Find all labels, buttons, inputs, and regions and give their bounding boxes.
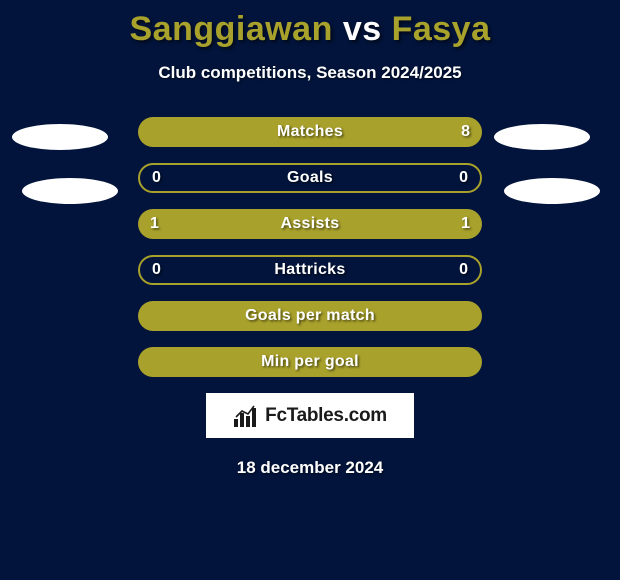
stat-value-right: 0: [459, 257, 468, 283]
date-label: 18 december 2024: [0, 458, 620, 478]
decorative-oval: [12, 124, 108, 150]
stat-label: Assists: [138, 209, 482, 239]
stat-row: Goals per match: [138, 301, 482, 331]
stat-value-left: 1: [150, 209, 159, 239]
stat-value-right: 1: [461, 209, 470, 239]
stat-label: Goals per match: [138, 301, 482, 331]
stat-label: Hattricks: [140, 257, 480, 283]
page-title: Sanggiawan vs Fasya: [0, 0, 620, 49]
stat-row: Matches8: [138, 117, 482, 147]
title-vs: vs: [343, 10, 382, 48]
stat-value-left: 0: [152, 257, 161, 283]
stat-label: Matches: [138, 117, 482, 147]
logo-text: FcTables.com: [265, 405, 387, 427]
decorative-oval: [504, 178, 600, 204]
fctables-logo: FcTables.com: [206, 393, 414, 438]
stat-row: Min per goal: [138, 347, 482, 377]
stat-value-right: 8: [461, 117, 470, 147]
stat-row: Goals0 0: [138, 163, 482, 193]
title-player2: Fasya: [392, 10, 491, 48]
stats-container: Matches8Goals00Assists11Hattricks00Goals…: [138, 117, 482, 377]
decorative-oval: [22, 178, 118, 204]
stat-value-right: 0: [459, 165, 468, 191]
stat-row: Assists1 1: [138, 209, 482, 239]
decorative-oval: [494, 124, 590, 150]
subtitle: Club competitions, Season 2024/2025: [0, 63, 620, 83]
bars-chart-icon: [233, 405, 259, 427]
stat-row: Hattricks0 0: [138, 255, 482, 285]
stat-label: Min per goal: [138, 347, 482, 377]
stat-value-left: 0: [152, 165, 161, 191]
title-player1: Sanggiawan: [129, 10, 332, 48]
stat-label: Goals: [140, 165, 480, 191]
